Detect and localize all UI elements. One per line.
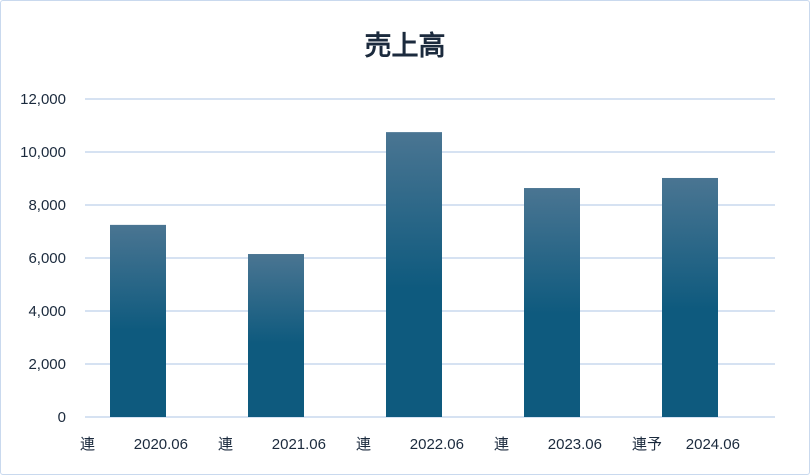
x-tick-prefix: 連 [218,436,233,453]
bar [524,188,580,417]
y-tick-label: 4,000 [28,303,66,320]
x-tick-label: 2020.06 [134,436,188,453]
x-tick-label: 2022.06 [410,436,464,453]
y-tick-label: 6,000 [28,250,66,267]
chart-title: 売上高 [364,31,446,62]
x-tick-prefix: 連 [356,436,371,453]
y-tick-label: 12,000 [20,91,66,108]
y-tick-label: 10,000 [20,144,66,161]
y-tick-label: 0 [58,409,66,426]
y-tick-label: 2,000 [28,356,66,373]
x-tick-label: 2021.06 [272,436,326,453]
x-tick-label: 2024.06 [686,436,740,453]
bar [248,254,304,417]
x-tick-prefix: 連 [80,436,95,453]
x-tick-prefix: 連 [494,436,509,453]
bar [662,177,718,417]
x-tick-prefix: 連予 [632,436,662,453]
bar [110,224,166,417]
y-tick-label: 8,000 [28,197,66,214]
x-tick-label: 2023.06 [548,436,602,453]
bar [386,132,442,417]
